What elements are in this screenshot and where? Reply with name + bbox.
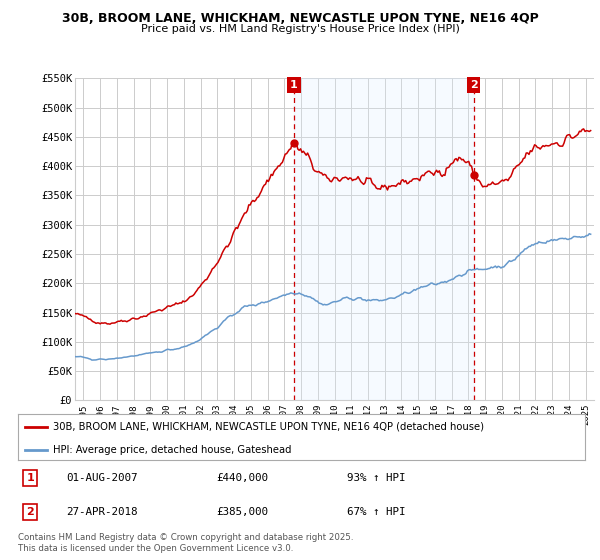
Text: Price paid vs. HM Land Registry's House Price Index (HPI): Price paid vs. HM Land Registry's House …	[140, 24, 460, 34]
Text: 2: 2	[470, 80, 478, 90]
Text: £385,000: £385,000	[217, 507, 268, 517]
Text: 30B, BROOM LANE, WHICKHAM, NEWCASTLE UPON TYNE, NE16 4QP (detached house): 30B, BROOM LANE, WHICKHAM, NEWCASTLE UPO…	[53, 422, 484, 432]
Text: HPI: Average price, detached house, Gateshead: HPI: Average price, detached house, Gate…	[53, 445, 292, 455]
Bar	[294, 78, 474, 400]
Text: 2: 2	[26, 507, 34, 517]
Text: 67% ↑ HPI: 67% ↑ HPI	[347, 507, 406, 517]
Text: 30B, BROOM LANE, WHICKHAM, NEWCASTLE UPON TYNE, NE16 4QP: 30B, BROOM LANE, WHICKHAM, NEWCASTLE UPO…	[62, 12, 538, 25]
Text: 27-APR-2018: 27-APR-2018	[66, 507, 137, 517]
Text: 1: 1	[290, 80, 298, 90]
Text: Contains HM Land Registry data © Crown copyright and database right 2025.
This d: Contains HM Land Registry data © Crown c…	[18, 533, 353, 553]
Text: 1: 1	[26, 473, 34, 483]
Text: £440,000: £440,000	[217, 473, 268, 483]
Text: 01-AUG-2007: 01-AUG-2007	[66, 473, 137, 483]
Text: 93% ↑ HPI: 93% ↑ HPI	[347, 473, 406, 483]
